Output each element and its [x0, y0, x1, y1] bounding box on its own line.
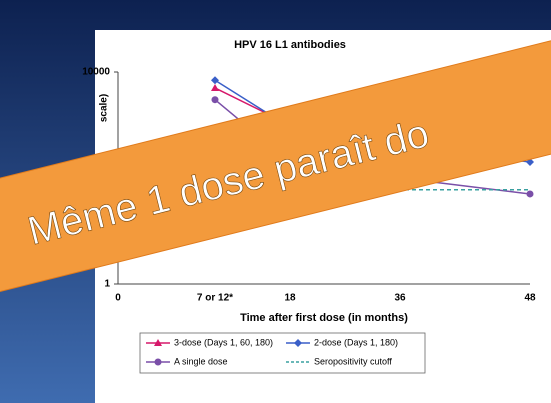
x-tick-label: 36: [394, 293, 406, 304]
chart-title: HPV 16 L1 antibodies: [234, 39, 346, 51]
legend-label: Seropositivity cutoff: [314, 356, 392, 366]
legend-marker: [294, 339, 302, 347]
legend-marker: [154, 358, 162, 366]
marker: [211, 76, 219, 85]
y-axis-label: scale): [99, 94, 110, 122]
legend-label: 2-dose (Days 1, 180): [314, 337, 398, 347]
y-tick-label: 1: [104, 279, 110, 290]
y-tick-label: 10000: [82, 67, 110, 78]
x-axis-label: Time after first dose (in months): [240, 312, 408, 324]
banner-shape: [0, 31, 551, 294]
legend-box: [139, 332, 426, 374]
x-tick-label: 7 or 12*: [197, 293, 233, 304]
x-tick-label: 48: [524, 293, 536, 304]
marker: [211, 96, 219, 104]
marker: [526, 190, 534, 198]
x-tick-label: 18: [284, 293, 296, 304]
x-tick-label: 0: [115, 293, 121, 304]
legend: 3-dose (Days 1, 60, 180) 2-dose (Days 1, …: [146, 337, 398, 366]
marker: [211, 83, 219, 91]
legend-marker: [154, 339, 162, 346]
legend-label: 3-dose (Days 1, 60, 180): [174, 337, 273, 347]
legend-label: A single dose: [174, 356, 228, 366]
